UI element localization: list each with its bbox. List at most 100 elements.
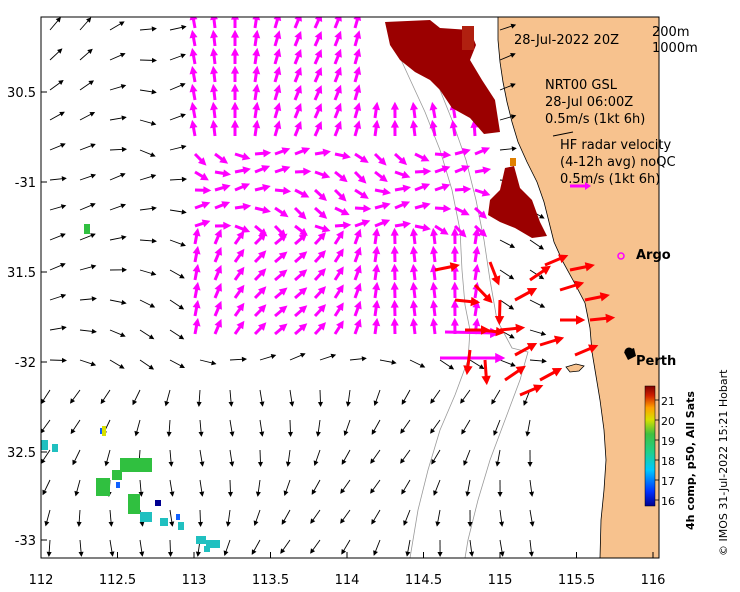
radar-arrow-head	[317, 232, 327, 241]
gsl-arrow-head	[169, 491, 175, 497]
radar-arrow-head	[409, 119, 419, 129]
gsl-arrow-head	[150, 174, 157, 179]
radar-arrow-head	[210, 47, 218, 57]
gsl-arrow-head	[179, 273, 185, 279]
radar-arrow-head	[273, 30, 282, 40]
x-axis-labels: 112 112.5 113 113.5 114 114.5 115 115.5 …	[29, 573, 666, 588]
gsl-arrow-head	[538, 274, 545, 280]
gsl-arrow-head	[527, 461, 533, 467]
gsl-arrow-head	[509, 243, 516, 248]
y-tick-label: 30.5	[7, 86, 36, 101]
gsl-arrow-head	[228, 401, 234, 407]
colorbar-label: 4h comp, p50, All Sats	[684, 391, 697, 530]
strong-current-arrow-head	[449, 262, 460, 272]
strong-current-arrow-head	[526, 342, 538, 352]
strong-current-arrow-head	[481, 325, 491, 335]
gsl-arrow-head	[150, 152, 156, 157]
gsl-arrow-head	[60, 233, 66, 238]
radar-arrow-head	[230, 101, 240, 110]
gsl-arrow-head	[361, 356, 367, 362]
radar-arrow-head	[298, 287, 308, 296]
gsl-arrow-head	[87, 48, 93, 54]
radar-arrow-head	[430, 299, 438, 309]
radar-arrow-head	[298, 251, 308, 260]
isobaths	[391, 39, 529, 558]
gsl-arrow-head	[508, 304, 515, 310]
radar-arrow-head	[334, 30, 342, 40]
radar-arrow-head	[192, 245, 201, 255]
gsl-arrow-head	[251, 549, 257, 555]
gsl-arrow-head	[289, 401, 295, 407]
radar-arrow-head	[294, 30, 302, 40]
radar-arrow-head	[318, 210, 328, 219]
radar-arrow-head	[200, 172, 209, 181]
gsl-arrow-head	[341, 549, 347, 555]
radar-arrow-head	[241, 152, 251, 161]
gsl-arrow-head	[499, 521, 505, 527]
radar-arrow-head	[409, 101, 419, 111]
gsl-arrow-head	[61, 325, 67, 331]
strong-current-arrow-head	[491, 275, 501, 286]
gsl-arrow-head	[343, 430, 349, 437]
colorbar-gradient	[644, 385, 656, 507]
radar-arrow-head	[379, 174, 388, 182]
strong-current-arrow-head	[540, 265, 551, 275]
plot-frame	[40, 16, 660, 559]
radar-arrow-head	[210, 101, 218, 111]
gsl-arrow-head	[151, 57, 157, 63]
gsl-arrow-head	[315, 431, 321, 437]
radar-arrow-head	[354, 318, 362, 328]
radar-arrow-head	[409, 245, 418, 255]
gsl-arrow-head	[370, 458, 376, 464]
gsl-arrow-head	[497, 491, 503, 497]
gsl-arrow-head	[149, 303, 156, 308]
gsl-arrow-head	[370, 488, 376, 494]
radar-arrow-head	[472, 299, 481, 309]
gsl-arrow-head	[419, 362, 426, 368]
x-tick-label: 113.5	[252, 573, 289, 588]
gsl-arrow-head	[178, 334, 185, 340]
gsl-arrow-head	[435, 521, 441, 527]
credit-text: © IMOS 31-Jul-2022 15:21 Hobart	[717, 369, 730, 556]
radar-arrow-head	[297, 211, 307, 220]
radar-arrow-head	[450, 227, 459, 236]
gsl-arrow-head	[529, 491, 535, 497]
gsl-arrow-head	[538, 244, 545, 250]
gsl-arrow-head	[433, 490, 438, 496]
radar-arrow-head	[230, 65, 240, 74]
radar-arrow-head	[298, 233, 308, 242]
gsl-arrow-head	[121, 299, 127, 305]
gsl-arrow-head	[330, 353, 337, 359]
gsl-arrow-head	[511, 146, 517, 152]
radar-arrow-head	[242, 166, 251, 175]
radar-arrow-head	[334, 17, 342, 22]
radar-arrow-head	[402, 220, 412, 229]
radar-arrow-head	[409, 263, 418, 273]
gsl-arrow-head	[493, 430, 498, 436]
radar-arrow-head	[338, 192, 347, 202]
radar-arrow-head	[334, 48, 342, 58]
radar-arrow-head	[390, 227, 399, 236]
radar-arrow-head	[460, 208, 470, 216]
radar-arrow-head	[353, 84, 362, 93]
radar-arrow-head	[342, 221, 352, 230]
gsl-arrow-head	[510, 52, 516, 58]
gsl-arrow-head	[166, 431, 172, 438]
radar-arrow-head	[189, 119, 198, 129]
radar-arrow-head	[252, 47, 261, 57]
gsl-arrow-head	[198, 431, 204, 437]
radar-arrow-head	[281, 147, 291, 155]
colorbar-tick-20: 20	[661, 415, 675, 428]
colorbar-tick-21: 21	[661, 395, 675, 408]
radar-arrow-head	[390, 317, 399, 326]
radar-arrow-head	[472, 317, 481, 327]
gsl-arrow-head	[91, 296, 97, 302]
radar-arrow-head	[230, 47, 240, 56]
radar-arrow-head	[219, 155, 229, 164]
radar-arrow-head	[214, 228, 222, 238]
gsl-arrow-head	[431, 459, 437, 465]
gsl-arrow-head	[164, 400, 170, 407]
sst-pixels	[41, 20, 547, 552]
radar-arrow-head	[353, 120, 362, 129]
gsl-arrow-head	[528, 551, 534, 557]
